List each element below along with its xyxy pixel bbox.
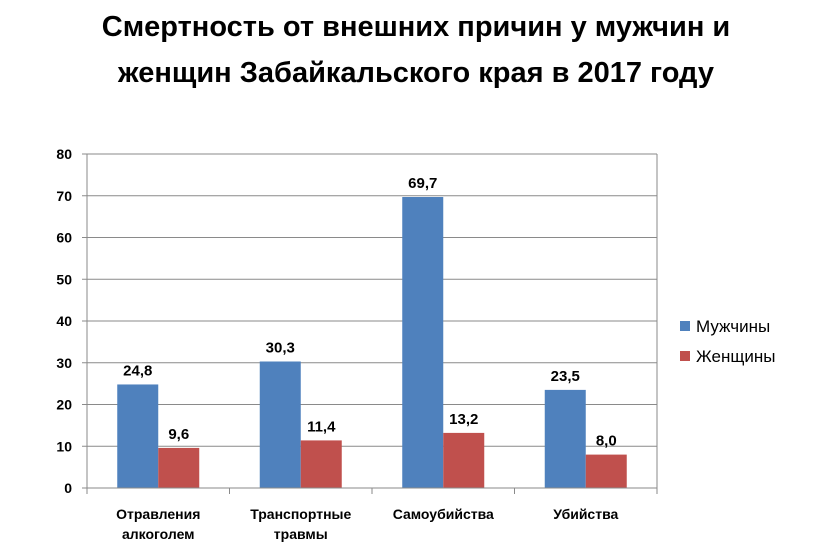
legend: Мужчины Женщины (680, 317, 775, 366)
data-label: 13,2 (449, 411, 478, 428)
bar (443, 432, 485, 488)
data-label: 24,8 (123, 362, 152, 379)
legend-label: Женщины (696, 347, 775, 366)
legend-label: Мужчины (696, 317, 770, 336)
y-tick-label: 70 (56, 188, 72, 204)
y-tick-label: 0 (64, 480, 72, 496)
legend-swatch (680, 351, 690, 361)
gridlines (87, 153, 657, 447)
y-tick-label: 10 (56, 438, 72, 454)
data-label: 8,0 (596, 433, 617, 450)
axes (86, 154, 658, 494)
x-tick-label: Самоубийства (393, 506, 494, 522)
y-tick-label: 50 (56, 271, 72, 287)
y-tick-label: 30 (56, 355, 72, 371)
chart-title-line-1: Смертность от внешних причин у мужчин и (101, 11, 731, 43)
data-label: 11,4 (307, 418, 336, 435)
x-tick-label: травмы (274, 526, 328, 542)
bar (300, 440, 342, 488)
data-label: 23,5 (551, 368, 580, 385)
x-tick-label: Убийства (553, 506, 618, 522)
bar (117, 384, 159, 488)
bar (544, 389, 586, 488)
y-tick-label: 80 (56, 146, 72, 162)
bars (117, 197, 627, 488)
bar (158, 447, 200, 488)
bar (402, 197, 444, 488)
data-label: 30,3 (266, 339, 295, 356)
data-label: 69,7 (408, 175, 437, 192)
data-labels: 24,8 30,3 69,7 23,5 9,6 11,4 13,2 8,0 (123, 175, 617, 450)
chart-title-line-2: женщин Забайкальского края в 2017 году (118, 57, 714, 89)
chart-title: Смертность от внешних причин у мужчин и … (0, 4, 832, 96)
bar (585, 454, 627, 488)
data-label: 9,6 (168, 426, 189, 443)
y-tick-label: 20 (56, 397, 72, 413)
x-tick-label: Отравления (116, 506, 200, 522)
y-tick-label: 60 (56, 230, 72, 246)
y-tick-label: 40 (56, 313, 72, 329)
x-axis-labels: Отравления алкоголем Транспортные травмы Сам… (116, 506, 618, 542)
x-tick-label: Транспортные (250, 506, 351, 522)
x-tick-label: алкоголем (122, 526, 195, 542)
y-axis-ticks: 0 10 20 30 40 50 60 70 80 (56, 146, 87, 496)
legend-swatch (680, 321, 690, 331)
bar (259, 361, 301, 488)
